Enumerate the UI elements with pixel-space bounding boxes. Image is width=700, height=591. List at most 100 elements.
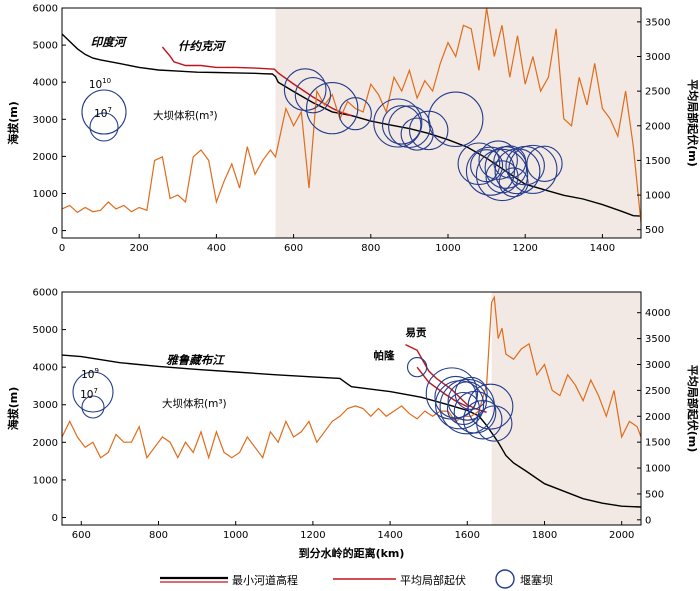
x-tick-label: 200: [130, 243, 149, 254]
dam-circle: [446, 391, 480, 426]
x-tick-label: 1200: [300, 530, 325, 541]
dam-circle: [526, 145, 563, 182]
size-legend-big-label: 1010: [89, 77, 111, 91]
tributary-line: [161, 46, 352, 117]
size-legend-small-label: 107: [80, 387, 98, 401]
y-left-tick-label: 1000: [33, 189, 58, 200]
legend-dam-swatch: [495, 569, 515, 589]
y-right-tick-label: 2000: [645, 412, 670, 423]
river-label: 雅鲁藏布江: [166, 353, 225, 367]
dam-circle: [485, 160, 519, 194]
dam-circle: [467, 383, 514, 430]
dam-circle: [338, 97, 372, 131]
y-right-axis-label: 平均局部起伏(m): [686, 365, 700, 453]
y-left-tick-label: 6000: [33, 288, 58, 299]
dam-circle: [434, 375, 478, 419]
y-right-tick-label: 500: [645, 489, 664, 500]
x-tick-label: 400: [207, 243, 226, 254]
dam-circle: [457, 142, 501, 186]
y-right-tick-label: 500: [645, 225, 664, 236]
dam-circle: [306, 82, 359, 135]
dam-circle: [462, 400, 503, 440]
size-legend-caption: 大坝体积(m³): [153, 109, 218, 122]
y-right-axis-label: 平均局部起伏(m): [686, 79, 700, 167]
plot-area: [62, 295, 641, 508]
y-left-tick-label: 6000: [33, 4, 58, 15]
y-right-tick-label: 2500: [645, 87, 670, 98]
tributary-label-yigong: 易贡: [406, 327, 427, 339]
y-right-tick-label: 3500: [645, 334, 670, 345]
x-tick-label: 0: [59, 243, 65, 254]
x-tick-label: 800: [361, 243, 380, 254]
shaded-region: [491, 292, 641, 525]
x-axis-label: 到分水岭的距离(km): [299, 546, 405, 560]
x-tick-label: 1000: [435, 243, 460, 254]
y-left-tick-label: 4000: [33, 78, 58, 89]
dam-circle: [373, 98, 423, 148]
size-legend-small-exp: 7: [93, 387, 97, 395]
y-left-tick-label: 2000: [33, 152, 58, 163]
x-tick-label: 1400: [590, 243, 615, 254]
x-tick-label: 1400: [377, 530, 402, 541]
dam-circle: [406, 357, 428, 378]
x-tick-label: 1000: [223, 530, 248, 541]
size-legend-big-exp: 9: [94, 367, 98, 375]
y-left-tick-label: 5000: [33, 325, 58, 336]
size-legend-big-circle: [81, 89, 127, 135]
y-right-tick-label: 4000: [645, 308, 670, 319]
y-left-axis-label: 海拔(m): [6, 101, 20, 145]
x-tick-label: 800: [149, 530, 168, 541]
y-left-tick-label: 3000: [33, 400, 58, 411]
dam-circle: [381, 105, 422, 145]
dam-circle: [408, 110, 449, 151]
x-tick-label: 1800: [532, 530, 557, 541]
size-legend-small-circle: [81, 395, 105, 419]
y-left-tick-label: 3000: [33, 115, 58, 126]
legend-relief-label: 平均局部起伏: [400, 573, 466, 587]
dam-circle: [478, 140, 518, 180]
bottom-panel: 600 800 1000 1200 1400 1600 1800 2000 0 1000 2000 3…: [6, 288, 700, 561]
size-legend-big-circle: [72, 371, 114, 413]
dam-circle: [475, 148, 529, 202]
y-left-tick-label: 1000: [33, 475, 58, 486]
size-legend-big-label: 109: [81, 367, 99, 381]
y-right-tick-label: 1500: [645, 156, 670, 167]
dam-circle: [294, 77, 332, 114]
x-tick-label: 600: [72, 530, 91, 541]
y-right-tick-label: 1500: [645, 438, 670, 449]
legend: 最小河道高程 平均局部起伏 堰塞坝: [160, 569, 553, 589]
relief-line: [62, 8, 641, 223]
y-left-axis-label: 海拔(m): [6, 387, 20, 431]
y-right-tick-label: 2000: [645, 121, 670, 132]
shaded-region: [275, 8, 641, 238]
y-left-tick-label: 2000: [33, 438, 58, 449]
legend-dam-label: 堰塞坝: [520, 573, 553, 587]
y-left-tick-label: 5000: [33, 41, 58, 52]
dam-circle: [439, 378, 496, 435]
dam-circle: [388, 105, 431, 149]
legend-channel-label: 最小河道高程: [232, 573, 298, 587]
relief-line: [62, 295, 641, 460]
plot-frame: [61, 7, 642, 239]
tributary-label: 什约克河: [178, 39, 226, 53]
dam-circle: [494, 148, 541, 195]
size-legend-small-exp: 7: [107, 106, 111, 114]
plot-area: [62, 8, 641, 223]
y-right-tick-label: 0: [645, 515, 651, 526]
dam-circle: [498, 167, 529, 198]
x-tick-label: 1600: [455, 530, 480, 541]
size-legend-caption: 大坝体积(m³): [162, 397, 227, 410]
dam-circle: [508, 144, 558, 194]
x-tick-label: 1200: [512, 243, 537, 254]
y-right-tick-label: 1000: [645, 191, 670, 202]
dam-circle: [283, 68, 327, 111]
x-tick-label: 2000: [609, 530, 634, 541]
size-legend-small-label: 107: [94, 106, 112, 120]
y-right-tick-label: 1000: [645, 464, 670, 475]
y-right-tick-label: 2500: [645, 386, 670, 397]
y-left-tick-label: 4000: [33, 363, 58, 374]
y-right-tick-label: 3500: [645, 17, 670, 28]
river-label: 印度河: [91, 35, 128, 49]
dam-circle: [427, 91, 484, 148]
